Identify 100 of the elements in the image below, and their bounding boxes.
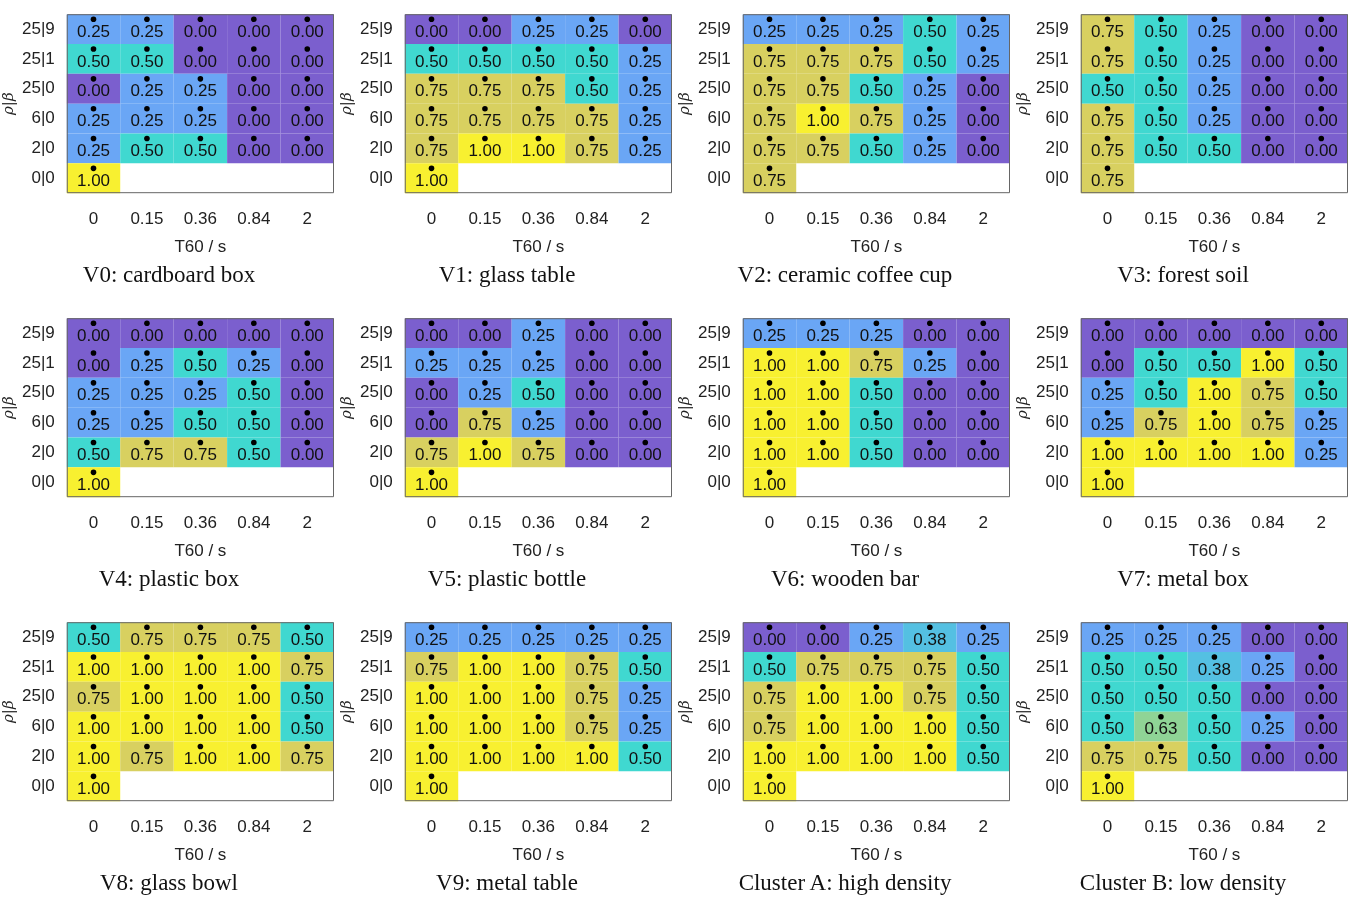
data-label: 0.00 xyxy=(1090,355,1125,375)
data-label: 0.00 xyxy=(575,355,609,375)
data-label: 0.25 xyxy=(76,141,111,161)
x-tick-label: 0.15 xyxy=(806,513,840,533)
y-tick-label: 0|0 xyxy=(707,775,731,795)
data-label: 1.00 xyxy=(752,415,787,435)
text: V5: plastic bottle xyxy=(426,566,588,592)
y-tick-label: 2|0 xyxy=(707,138,731,158)
data-label: 1.00 xyxy=(806,719,840,739)
data-label: 0.25 xyxy=(130,21,164,41)
data-label: 0.50 xyxy=(468,51,502,71)
data-label: 0.50 xyxy=(859,81,893,101)
data-label: 0.00 xyxy=(290,51,324,71)
y-tick-label: 2|0 xyxy=(707,746,731,766)
x-tick-label: 0.15 xyxy=(468,209,502,229)
data-label: 1.00 xyxy=(521,141,555,161)
x-tick-label: 0.84 xyxy=(237,817,271,837)
x-tick-label: 0.84 xyxy=(237,209,271,229)
data-label: 0.00 xyxy=(183,21,217,41)
y-tick-label: 25|0 xyxy=(1036,686,1069,706)
data-label: 0.25 xyxy=(752,325,787,345)
y-tick-label: 25|1 xyxy=(1036,656,1069,676)
x-axis-title: T60 / s xyxy=(1188,541,1241,561)
data-label: 0.00 xyxy=(575,325,609,345)
y-tick-label: 2|0 xyxy=(707,442,731,462)
text: V2: ceramic coffee cup xyxy=(736,262,954,288)
y-tick-label: 0|0 xyxy=(369,775,393,795)
data-label: 0.00 xyxy=(290,325,324,345)
data-label: 0.50 xyxy=(130,51,164,71)
y-tick-label: 25|9 xyxy=(22,626,55,646)
y-tick-label: 25|1 xyxy=(360,352,393,372)
data-label: 0.75 xyxy=(752,111,787,131)
data-label: 0.50 xyxy=(966,719,1000,739)
x-tick-label: 0 xyxy=(426,817,437,837)
y-axis-title: ρ|β xyxy=(1012,92,1031,116)
y-tick-label: 6|0 xyxy=(369,716,393,736)
y-axis-title: ρ|β xyxy=(0,396,17,420)
x-tick-label: 0.36 xyxy=(1197,513,1231,533)
y-tick-label: 25|1 xyxy=(360,48,393,68)
x-tick-label: 0.36 xyxy=(859,817,893,837)
data-label: 0.75 xyxy=(414,445,449,465)
y-tick-label: 25|0 xyxy=(1036,78,1069,98)
data-label: 0.25 xyxy=(76,111,111,131)
data-label: 0.25 xyxy=(628,81,662,101)
data-label: 1.00 xyxy=(130,719,164,739)
y-axis-title: ρ|β xyxy=(336,700,355,724)
y-tick-label: 6|0 xyxy=(1045,412,1069,432)
y-tick-label: 25|1 xyxy=(1036,352,1069,372)
x-tick-label: 0 xyxy=(88,209,99,229)
data-label: 0.25 xyxy=(414,355,449,375)
text: Cluster B: low density xyxy=(1078,870,1288,896)
x-tick-label: 0.15 xyxy=(130,513,164,533)
data-label: 0.50 xyxy=(1197,355,1231,375)
data-label: 1.00 xyxy=(806,111,840,131)
data-label: 0.00 xyxy=(1304,749,1338,769)
data-label: 0.75 xyxy=(1090,170,1125,190)
data-label: 0.50 xyxy=(1144,659,1178,679)
data-label: 0.25 xyxy=(575,21,609,41)
data-label: 1.00 xyxy=(1251,445,1285,465)
y-axis-title: ρ|β xyxy=(0,92,17,116)
data-label: 0.00 xyxy=(1304,111,1338,131)
data-label: 0.00 xyxy=(290,385,324,405)
data-label: 0.00 xyxy=(414,21,449,41)
x-axis-title: T60 / s xyxy=(850,541,903,561)
y-tick-label: 25|1 xyxy=(1036,48,1069,68)
data-label: 0.00 xyxy=(1304,629,1338,649)
data-label: 0.25 xyxy=(130,355,164,375)
data-label: 1.00 xyxy=(76,778,111,798)
text: V9: metal table xyxy=(435,870,579,896)
data-label: 1.00 xyxy=(414,474,449,494)
y-tick-label: 25|0 xyxy=(22,382,55,402)
y-axis-title: ρ|β xyxy=(674,396,693,420)
y-tick-label: 2|0 xyxy=(1045,138,1069,158)
data-label: 0.50 xyxy=(521,385,555,405)
data-label: 0.75 xyxy=(752,170,787,190)
data-label: 0.25 xyxy=(76,21,111,41)
data-label: 0.75 xyxy=(1144,749,1178,769)
x-tick-label: 0.84 xyxy=(237,513,271,533)
data-label: 1.00 xyxy=(806,415,840,435)
y-tick-label: 25|0 xyxy=(22,78,55,98)
data-label: 0.50 xyxy=(752,659,787,679)
data-label: 0.00 xyxy=(130,325,164,345)
y-tick-label: 25|0 xyxy=(22,686,55,706)
data-label: 0.50 xyxy=(183,355,217,375)
data-label: 1.00 xyxy=(468,141,502,161)
y-tick-label: 6|0 xyxy=(707,716,731,736)
data-label: 0.00 xyxy=(752,629,787,649)
data-label: 0.75 xyxy=(575,659,609,679)
text: V6: wooden bar xyxy=(769,566,921,592)
data-label: 0.50 xyxy=(414,51,449,71)
x-tick-label: 0.15 xyxy=(468,817,502,837)
data-label: 1.00 xyxy=(913,749,947,769)
data-label: 1.00 xyxy=(76,474,111,494)
data-label: 0.25 xyxy=(1197,81,1231,101)
data-label: 0.00 xyxy=(1251,141,1285,161)
data-label: 0.25 xyxy=(1304,415,1338,435)
data-label: 1.00 xyxy=(76,749,111,769)
data-label: 1.00 xyxy=(414,689,449,709)
data-label: 1.00 xyxy=(237,749,271,769)
x-axis-title: T60 / s xyxy=(174,845,227,865)
